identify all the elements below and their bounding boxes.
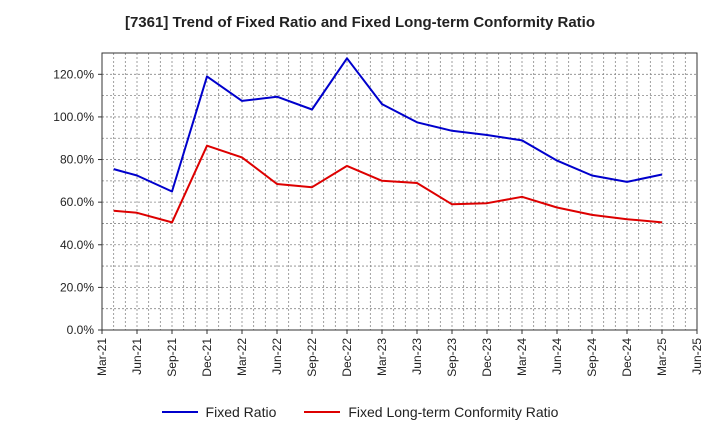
y-tick-label: 40.0% [60,238,94,252]
x-tick-label: Mar-25 [655,338,669,376]
legend-swatch-conformity-ratio [304,411,341,413]
x-tick-label: Dec-23 [480,338,494,377]
legend-label-conformity-ratio: Fixed Long-term Conformity Ratio [348,404,559,420]
tick-labels: 0.0% 20.0% 40.0% 60.0% 80.0% 100.0% 120.0% Mar-… [53,67,704,376]
y-tick-label: 60.0% [60,195,94,209]
x-tick-label: Mar-21 [95,338,109,376]
x-tick-label: Mar-24 [515,338,529,376]
series-layer [113,57,663,224]
x-tick-label: Dec-24 [620,338,634,377]
grid [101,52,698,331]
x-tick-label: Sep-22 [305,338,319,377]
y-tick-label: 100.0% [53,110,94,124]
series-line-fixed-ratio [113,57,663,193]
x-tick-label: Jun-22 [270,338,284,375]
legend-item-fixed-ratio: Fixed Ratio [161,404,277,420]
y-tick-label: 120.0% [53,67,94,81]
legend: Fixed Ratio Fixed Long-term Conformity R… [0,404,720,420]
legend-label-fixed-ratio: Fixed Ratio [205,404,277,420]
x-tick-label: Sep-23 [445,338,459,377]
x-tick-label: Mar-22 [235,338,249,376]
x-tick-label: Jun-25 [690,338,704,375]
y-tick-label: 0.0% [67,323,95,337]
x-tick-label: Sep-24 [585,338,599,377]
x-tick-label: Dec-22 [340,338,354,377]
x-tick-label: Sep-21 [165,338,179,377]
legend-swatch-fixed-ratio [161,411,198,413]
legend-item-conformity-ratio: Fixed Long-term Conformity Ratio [304,404,558,420]
x-tick-label: Jun-24 [550,338,564,375]
axes [98,52,698,334]
x-tick-label: Mar-23 [375,338,389,376]
series-line-conformity-ratio [113,144,663,224]
x-tick-label: Jun-23 [410,338,424,375]
y-tick-label: 80.0% [60,153,94,167]
y-tick-label: 20.0% [60,280,94,294]
x-tick-label: Jun-21 [130,338,144,375]
x-tick-label: Dec-21 [200,338,214,377]
chart-title: [7361] Trend of Fixed Ratio and Fixed Lo… [124,14,596,31]
plot-frame [101,52,698,331]
